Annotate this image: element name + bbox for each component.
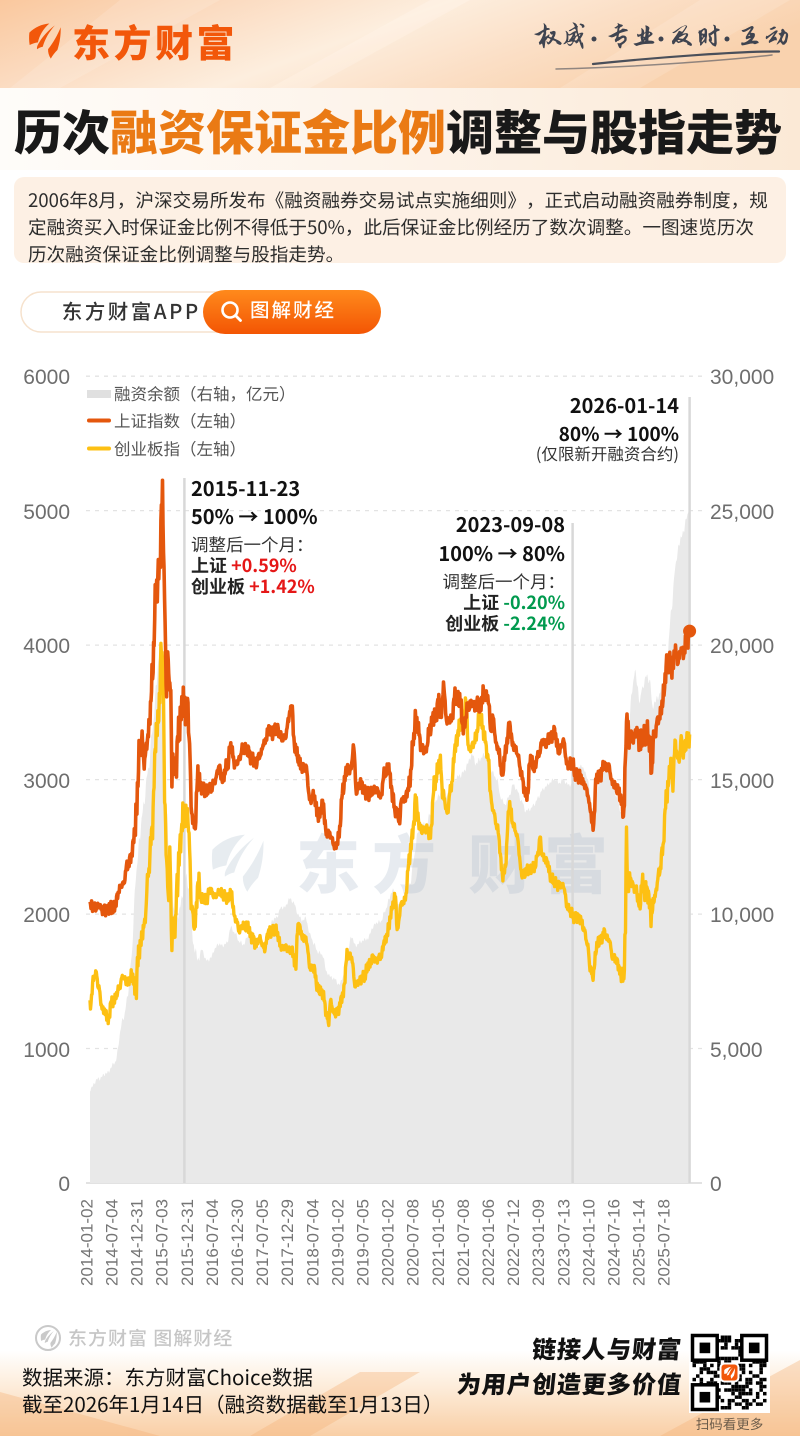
svg-text:20,000: 20,000 — [710, 635, 774, 658]
svg-text:2022-07-12: 2022-07-12 — [504, 1199, 523, 1286]
svg-text:2014-07-04: 2014-07-04 — [103, 1199, 122, 1286]
svg-text:15,000: 15,000 — [710, 770, 774, 793]
svg-text:25,000: 25,000 — [710, 501, 774, 524]
svg-text:2015-12-31: 2015-12-31 — [178, 1199, 197, 1286]
svg-text:2017-12-29: 2017-12-29 — [278, 1199, 297, 1286]
svg-text:2021-01-05: 2021-01-05 — [429, 1199, 448, 1286]
svg-text:5,000: 5,000 — [710, 1039, 763, 1062]
svg-text:3000: 3000 — [23, 770, 70, 793]
svg-text:4000: 4000 — [23, 635, 70, 658]
svg-text:2025-07-18: 2025-07-18 — [655, 1199, 674, 1286]
svg-text:2014-12-31: 2014-12-31 — [128, 1199, 147, 1286]
svg-text:2021-07-08: 2021-07-08 — [454, 1199, 473, 1286]
svg-text:2000: 2000 — [23, 904, 70, 927]
svg-text:0: 0 — [710, 1173, 722, 1196]
svg-text:2015-07-03: 2015-07-03 — [153, 1199, 172, 1286]
svg-text:2022-01-06: 2022-01-06 — [479, 1199, 498, 1286]
svg-text:0: 0 — [58, 1173, 70, 1196]
svg-text:2025-01-14: 2025-01-14 — [630, 1199, 649, 1286]
svg-text:2014-01-02: 2014-01-02 — [77, 1199, 96, 1286]
svg-text:6000: 6000 — [23, 366, 70, 389]
svg-text:2023-01-09: 2023-01-09 — [529, 1199, 548, 1286]
svg-text:10,000: 10,000 — [710, 904, 774, 927]
svg-text:2020-07-08: 2020-07-08 — [404, 1199, 423, 1286]
svg-text:2017-07-05: 2017-07-05 — [253, 1199, 272, 1286]
svg-text:2019-07-05: 2019-07-05 — [354, 1199, 373, 1286]
svg-text:2023-07-13: 2023-07-13 — [554, 1199, 573, 1286]
svg-text:5000: 5000 — [23, 501, 70, 524]
svg-text:2018-07-04: 2018-07-04 — [303, 1199, 322, 1286]
svg-text:2016-07-04: 2016-07-04 — [203, 1199, 222, 1286]
svg-text:2016-12-30: 2016-12-30 — [228, 1199, 247, 1286]
svg-text:1000: 1000 — [23, 1039, 70, 1062]
svg-text:2024-07-16: 2024-07-16 — [605, 1199, 624, 1286]
svg-text:30,000: 30,000 — [710, 366, 774, 389]
svg-text:2019-01-02: 2019-01-02 — [328, 1199, 347, 1286]
svg-text:2024-01-10: 2024-01-10 — [579, 1199, 598, 1286]
svg-text:2020-01-02: 2020-01-02 — [379, 1199, 398, 1286]
